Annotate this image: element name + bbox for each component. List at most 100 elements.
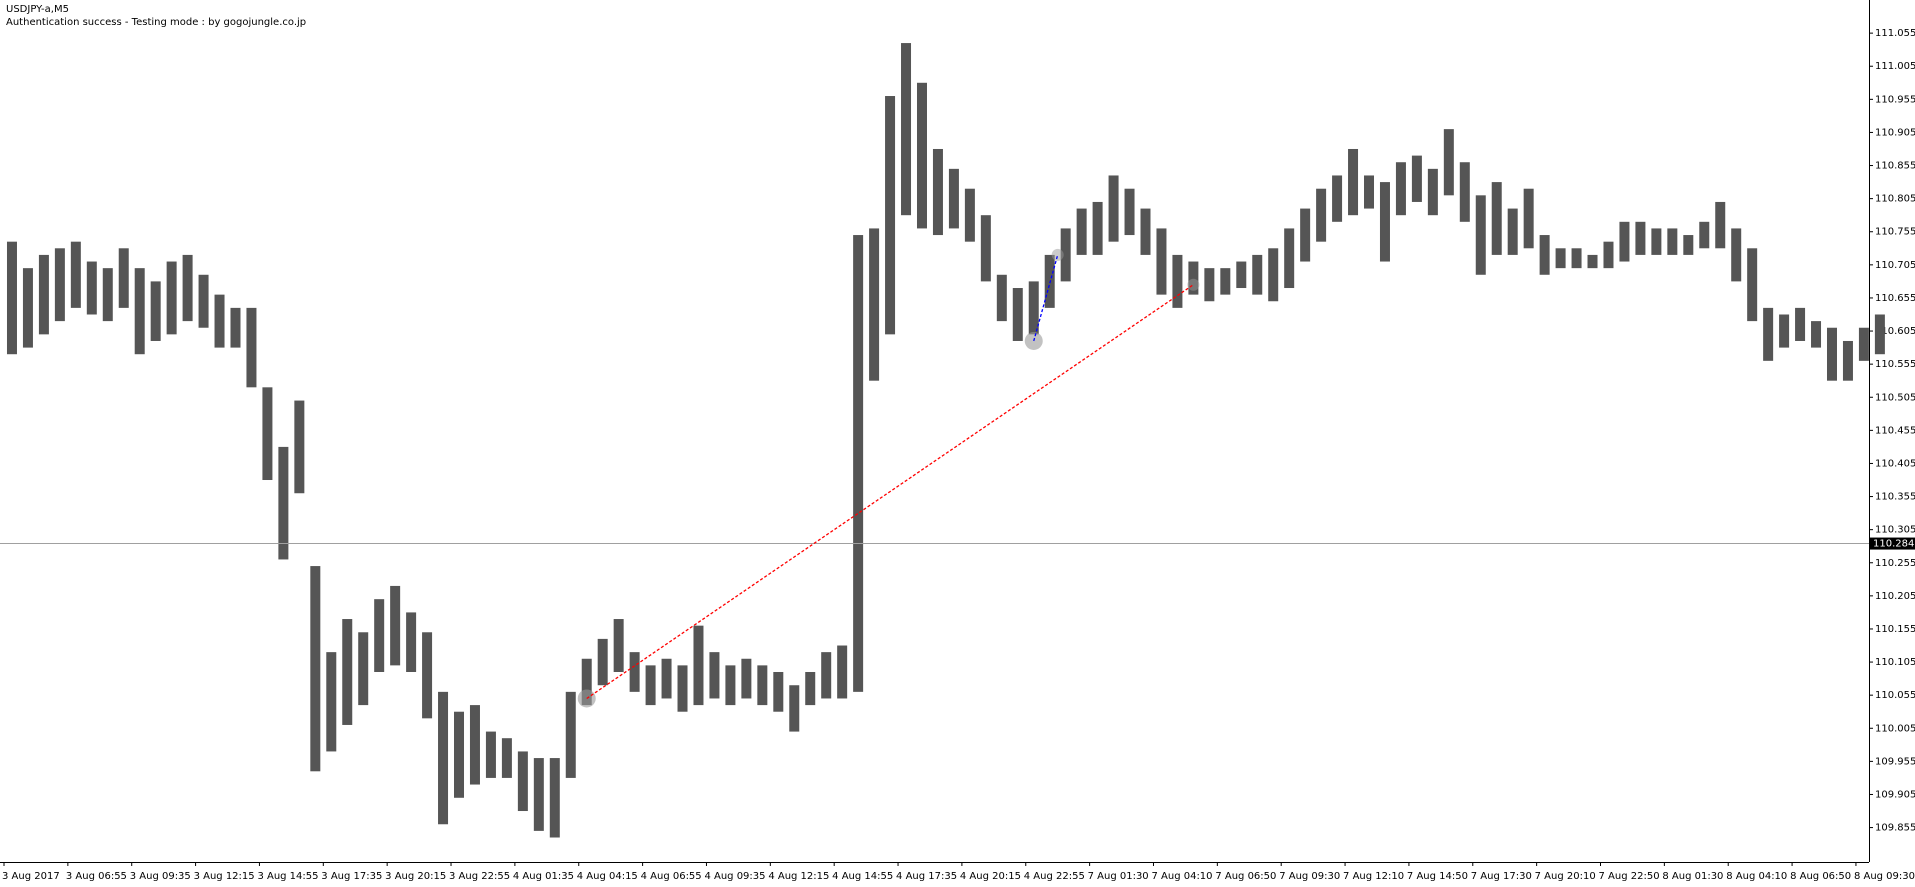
price-bar [230,307,241,348]
price-bar [1523,188,1534,249]
price-bar [1108,175,1119,242]
y-tick-label: 110.455 [1875,425,1915,436]
price-bar [134,268,145,355]
x-tick-label: 4 Aug 14:55 [832,871,893,882]
x-tick-label: 7 Aug 12:10 [1343,871,1404,882]
price-bar [1348,148,1359,216]
x-tick-label: 4 Aug 20:15 [960,871,1021,882]
price-bar [22,268,33,348]
y-tick-label: 109.955 [1875,756,1915,767]
price-bar [1332,175,1343,222]
price-bar [1300,208,1311,262]
price-bar [1411,155,1422,202]
price-bar [38,254,49,335]
price-bar [885,96,896,335]
price-bar [837,645,848,699]
trade-close-marker [1051,248,1064,261]
price-bar [1076,208,1087,255]
x-tick-label: 4 Aug 09:35 [704,871,765,882]
price-bar [549,758,560,838]
price-bar [278,446,289,560]
price-bar [1603,241,1614,269]
price-bar [1092,201,1103,255]
price-bar [1699,221,1710,249]
price-bar [948,168,959,229]
price-bar [1731,228,1742,282]
price-bar [422,632,433,719]
price-bar [182,254,193,322]
price-bar [1858,327,1869,361]
price-bar [262,387,273,481]
price-bar [1459,162,1470,222]
price-bar [1619,221,1630,262]
price-bar [789,685,800,732]
price-bar [102,268,113,322]
price-bar [1571,248,1582,269]
price-bar [1316,188,1327,242]
price-bar [454,711,465,798]
y-tick-label: 110.705 [1875,260,1915,271]
price-bar [1811,321,1822,348]
current-price-label: 110.284 [1873,539,1914,550]
price-bar [773,671,784,712]
price-bar [150,281,161,341]
y-tick-label: 110.655 [1875,293,1915,304]
price-bar [1842,340,1853,381]
y-tick-label: 110.955 [1875,94,1915,105]
price-bar [725,665,736,706]
x-tick-label: 7 Aug 04:10 [1151,871,1212,882]
price-bar [805,671,816,706]
price-bar [565,691,576,778]
price-bar [485,731,496,778]
price-bar [1475,195,1486,275]
price-bar [1028,281,1039,335]
price-bar [1395,162,1406,216]
y-tick-label: 110.005 [1875,723,1915,734]
y-tick-label: 110.555 [1875,359,1915,370]
price-bar [438,691,449,825]
price-bar [1364,175,1375,209]
x-tick-label: 4 Aug 06:55 [641,871,702,882]
y-tick-label: 110.905 [1875,127,1915,138]
price-bar [1763,307,1774,361]
x-tick-label: 8 Aug 01:30 [1662,871,1723,882]
price-bar [1443,129,1454,196]
x-tick-label: 8 Aug 06:50 [1790,871,1851,882]
price-bar [1236,261,1247,289]
x-tick-label: 4 Aug 01:35 [513,871,574,882]
y-tick-label: 109.905 [1875,789,1915,800]
price-bar [1060,228,1071,282]
price-bar [246,307,257,388]
price-bar [645,665,656,706]
price-bar [853,235,864,692]
price-bar [1284,228,1295,289]
trade-line [586,284,1194,700]
x-tick-label: 3 Aug 14:55 [257,871,318,882]
price-bar [613,619,624,672]
x-tick-label: 4 Aug 17:35 [896,871,957,882]
price-bar [118,248,129,308]
y-tick-label: 109.855 [1875,823,1915,834]
current-price-box [1870,537,1915,550]
price-bar [1507,208,1518,255]
price-bar [1124,188,1135,236]
price-bar [517,751,528,812]
x-tick-label: 3 Aug 09:35 [130,871,191,882]
price-bar [1268,248,1279,302]
x-tick-label: 3 Aug 2017 [2,871,60,882]
price-bar [54,248,65,322]
x-tick-label: 4 Aug 12:15 [768,871,829,882]
x-tick-label: 7 Aug 17:30 [1471,871,1532,882]
chart-subtitle: Authentication success - Testing mode : … [6,17,306,28]
price-bar [1012,288,1023,341]
price-bar [581,658,592,706]
x-tick-label: 7 Aug 09:30 [1279,871,1340,882]
y-tick-label: 111.055 [1875,28,1915,39]
price-bar [980,215,991,282]
price-bar [1683,235,1694,255]
price-bar [326,652,337,752]
price-bar [932,148,943,236]
price-bar [406,612,417,672]
